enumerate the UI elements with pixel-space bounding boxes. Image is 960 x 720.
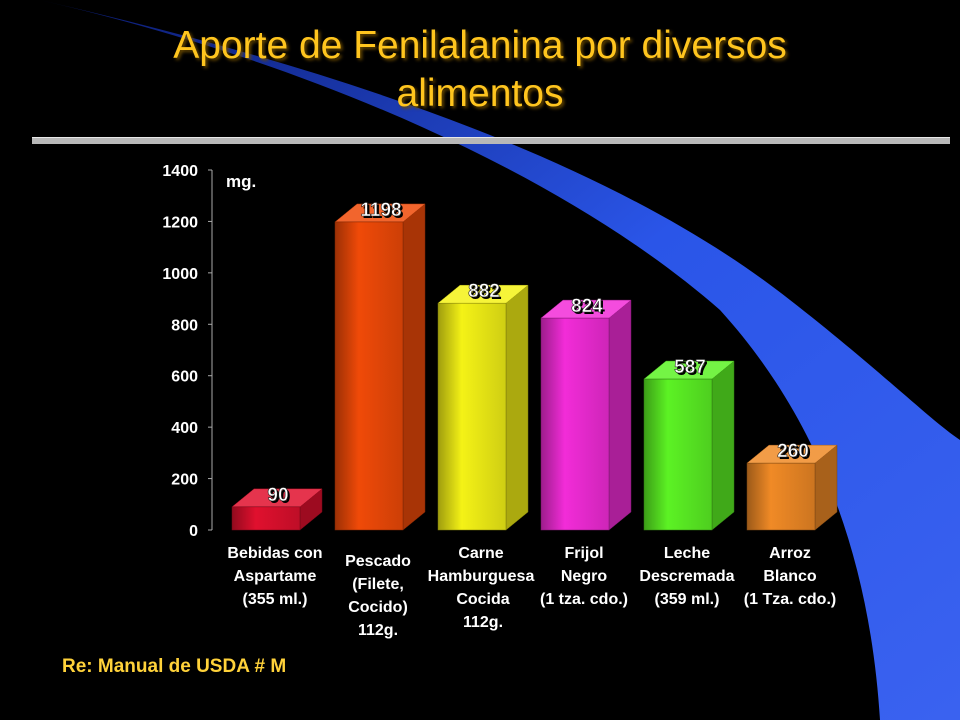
x-category-label: Hamburguesa [428, 568, 535, 585]
data-label-shadow: 882 [470, 283, 502, 304]
data-label: 260 [777, 441, 809, 462]
y-tick-label: 200 [171, 472, 198, 489]
x-category-label: 112g. [463, 614, 503, 631]
x-category-label: 112g. [358, 622, 398, 639]
y-tick-label: 1400 [162, 163, 198, 180]
y-tick-label: 400 [171, 420, 198, 437]
data-label-shadow: 90 [269, 487, 290, 508]
bar-side-face [711, 360, 735, 531]
x-category-label: Pescado [345, 553, 411, 570]
bar [437, 302, 507, 531]
x-category-label: (1 tza. cdo.) [540, 591, 628, 608]
title-line-2: alimentos [396, 72, 564, 115]
data-label: 1198 [360, 200, 401, 221]
data-label-shadow: 824 [573, 298, 605, 319]
data-label-shadow: 1198 [362, 202, 403, 223]
x-category-label: (359 ml.) [655, 591, 720, 608]
y-tick-label: 0 [189, 523, 198, 540]
x-category-label: Cocida [456, 591, 509, 608]
bar-side-face [608, 299, 632, 531]
x-category-label: (355 ml.) [243, 591, 308, 608]
slide-title: Aporte de Fenilalanina por diversos alim… [60, 22, 900, 118]
x-category-label: Frijol [564, 545, 603, 562]
x-category-label: Carne [458, 545, 503, 562]
x-category-label: Aspartame [234, 568, 317, 585]
title-divider [32, 137, 950, 144]
x-category-label: Cocido) [348, 599, 408, 616]
y-tick-label: 600 [171, 369, 198, 386]
data-label: 882 [468, 281, 500, 302]
data-label: 824 [571, 296, 603, 317]
bar [334, 221, 404, 531]
data-label: 90 [267, 485, 288, 506]
bar [746, 462, 816, 531]
data-label: 587 [674, 357, 706, 378]
bar-side-face [402, 203, 426, 531]
x-category-label: Bebidas con [227, 545, 322, 562]
x-category-label: Descremada [639, 568, 734, 585]
x-category-label: Negro [561, 568, 607, 585]
blue-swoosh-shape [40, 0, 960, 720]
y-tick-label: 800 [171, 317, 198, 334]
x-category-label: (1 Tza. cdo.) [744, 591, 836, 608]
bar [231, 506, 301, 531]
source-note: Re: Manual de USDA # M [62, 656, 287, 677]
y-tick-label: 1000 [162, 266, 198, 283]
x-category-label: Leche [664, 545, 710, 562]
bar-side-face [505, 284, 529, 531]
bar [540, 317, 610, 531]
x-category-label: Arroz [769, 545, 811, 562]
y-tick-label: 1200 [162, 214, 198, 231]
bar [643, 378, 713, 531]
data-label-shadow: 260 [779, 443, 811, 464]
data-label-shadow: 587 [676, 359, 708, 380]
x-category-label: Blanco [763, 568, 817, 585]
y-unit-label: mg. [226, 172, 256, 191]
x-category-label: (Filete, [352, 576, 404, 593]
title-line-1: Aporte de Fenilalanina por diversos [173, 24, 787, 67]
